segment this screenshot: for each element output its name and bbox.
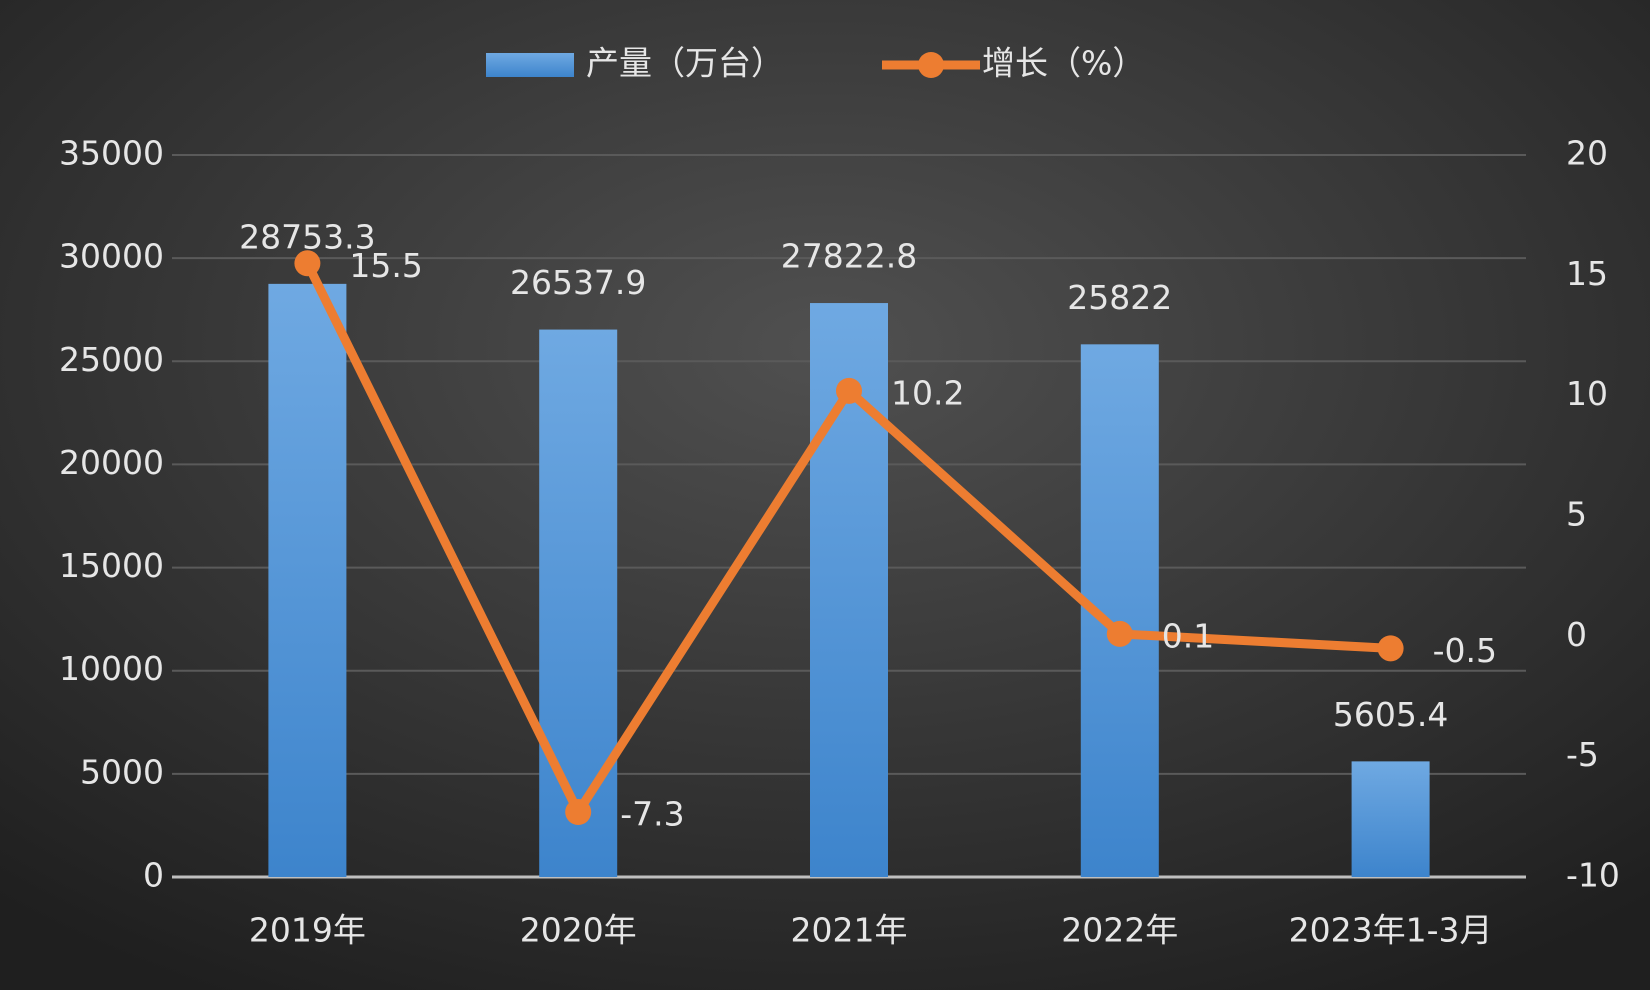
bar: [539, 329, 618, 877]
y2-tick-label: -5: [1566, 735, 1599, 774]
line-value-label: 15.5: [349, 246, 422, 285]
bar: [268, 283, 347, 878]
y-tick-label: 25000: [59, 340, 164, 379]
y-tick-label: 0: [143, 856, 164, 895]
x-tick-label: 2020年: [520, 911, 637, 950]
line-value-label: -7.3: [620, 795, 684, 834]
line-value-label: 10.2: [891, 373, 964, 412]
x-tick-label: 2023年1-3月: [1289, 911, 1493, 950]
bar-value-label: 5605.4: [1333, 695, 1448, 734]
bar-value-label: 25822: [1067, 278, 1172, 317]
bar-value-label: 27822.8: [781, 237, 917, 276]
line-marker: [565, 799, 592, 826]
line-marker: [1106, 620, 1133, 647]
line-value-label: -0.5: [1433, 631, 1497, 670]
legend-marker: [918, 52, 944, 78]
y2-tick-label: 10: [1566, 374, 1608, 413]
legend-swatch: [486, 53, 574, 77]
legend-label: 产量（万台）: [586, 44, 784, 83]
x-tick-label: 2021年: [791, 911, 908, 950]
y-tick-label: 10000: [59, 649, 164, 688]
bar-value-label: 28753.3: [239, 217, 375, 256]
line-value-label: 0.1: [1162, 616, 1214, 655]
y-tick-label: 35000: [59, 134, 164, 173]
y-tick-label: 20000: [59, 443, 164, 482]
legend-label: 增长（%）: [982, 44, 1145, 83]
line-marker: [1377, 635, 1404, 662]
bar-value-label: 26537.9: [510, 263, 646, 302]
y-tick-label: 5000: [80, 752, 164, 791]
y-tick-label: 30000: [59, 237, 164, 276]
y2-tick-label: -10: [1566, 856, 1620, 895]
y2-tick-label: 15: [1566, 254, 1608, 293]
y-tick-label: 15000: [59, 546, 164, 585]
bar: [1351, 761, 1430, 877]
y2-tick-label: 20: [1566, 134, 1608, 173]
line-marker: [294, 250, 321, 277]
x-tick-label: 2022年: [1061, 911, 1178, 950]
line-marker: [836, 377, 862, 404]
y2-tick-label: 0: [1566, 615, 1587, 654]
x-tick-label: 2019年: [249, 911, 366, 950]
y2-tick-label: 5: [1566, 495, 1587, 534]
